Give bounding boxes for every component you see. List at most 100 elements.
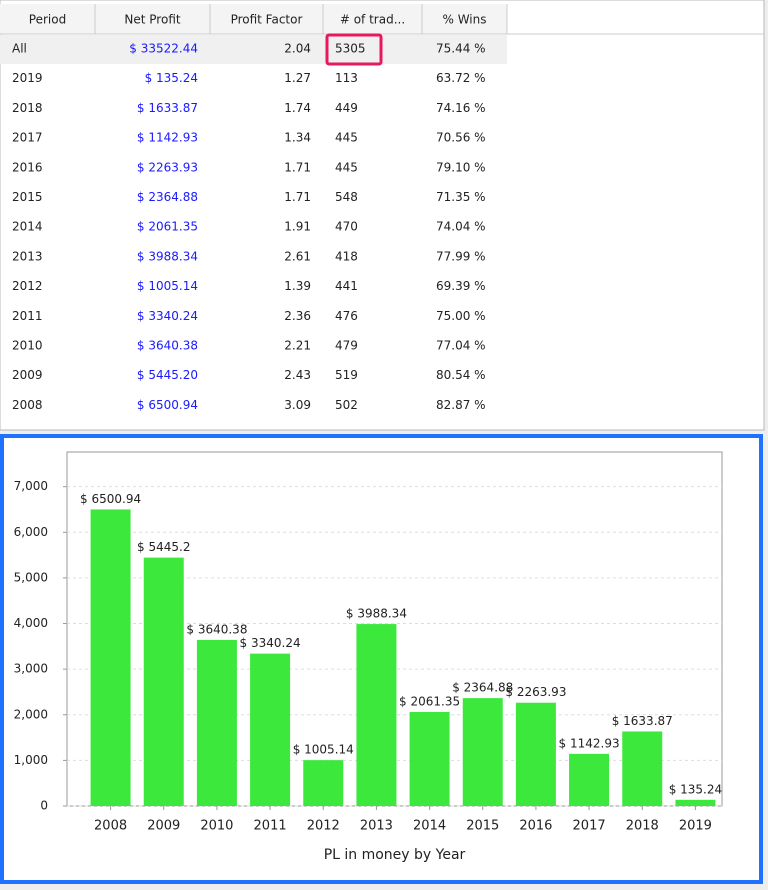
table-cell: 75.44 % [436, 42, 486, 56]
table-cell: 445 [335, 160, 358, 174]
table-cell: 77.99 % [436, 249, 486, 263]
table-cell: 2008 [12, 398, 43, 412]
x-axis-label: PL in money by Year [324, 847, 466, 863]
table-cell: 80.54 % [436, 368, 486, 382]
x-tick-label: 2013 [360, 819, 393, 834]
table-cell: 82.87 % [436, 398, 486, 412]
y-tick-label: 2,000 [14, 707, 48, 721]
table-cell: 418 [335, 249, 358, 263]
table-cell: 1.71 [284, 190, 311, 204]
table-panel [0, 0, 765, 431]
table-cell: 1.34 [284, 131, 311, 145]
table-cell: 2019 [12, 71, 43, 85]
y-tick-label: 7,000 [14, 479, 48, 493]
table-cell: 2014 [12, 220, 43, 234]
bar [462, 698, 503, 806]
bar [356, 624, 397, 806]
column-header: # of trad... [340, 13, 405, 27]
x-tick-label: 2008 [94, 819, 127, 834]
table-cell: $ 2061.35 [137, 220, 198, 234]
table-cell: 3.09 [284, 398, 311, 412]
table-cell: $ 2364.88 [137, 190, 198, 204]
y-tick-label: 5,000 [14, 570, 48, 584]
x-tick-label: 2016 [519, 819, 552, 834]
bar [303, 760, 344, 806]
value-label: $ 5445.2 [137, 540, 190, 554]
table-cell: 479 [335, 339, 358, 353]
table-cell: 2018 [12, 101, 43, 115]
table-cell: 502 [335, 398, 358, 412]
value-label: $ 2364.88 [452, 681, 513, 695]
table-cell: 2013 [12, 249, 43, 263]
table-cell: 476 [335, 309, 358, 323]
table-cell: 1.74 [284, 101, 311, 115]
bar [250, 653, 291, 806]
value-label: $ 6500.94 [80, 492, 141, 506]
table-cell: 75.00 % [436, 309, 486, 323]
table-cell: 69.39 % [436, 279, 486, 293]
x-tick-label: 2011 [254, 819, 287, 834]
chart: 0 1,000 2,000 3,000 4,000 5,000 6,000 7,000 $ 65… [14, 479, 722, 863]
table-cell: All [12, 42, 27, 56]
table-cell: 470 [335, 220, 358, 234]
column-header: Period [29, 13, 66, 27]
table-cell: 2.04 [284, 42, 311, 56]
table-cell: $ 3640.38 [137, 339, 198, 353]
x-tick-label: 2014 [413, 819, 446, 834]
table-cell: 74.16 % [436, 101, 486, 115]
value-label: $ 1005.14 [293, 743, 354, 757]
table-cell: 2.43 [284, 368, 311, 382]
bar [196, 639, 237, 806]
value-label: $ 3340.24 [240, 636, 301, 650]
table-cell: 2011 [12, 309, 43, 323]
x-tick-label: 2015 [466, 819, 499, 834]
table-cell: 441 [335, 279, 358, 293]
table-cell: $ 33522.44 [129, 42, 198, 56]
value-label: $ 1142.93 [559, 736, 620, 750]
table-cell: 74.04 % [436, 220, 486, 234]
table-cell: 2015 [12, 190, 43, 204]
table-cell: 2.21 [284, 339, 311, 353]
table-cell: 2017 [12, 131, 43, 145]
value-label: $ 3988.34 [346, 607, 407, 621]
table-cell: $ 3988.34 [137, 249, 198, 263]
bar [515, 702, 556, 806]
table-cell: 79.10 % [436, 160, 486, 174]
table: Period Net Profit Profit Factor # of trad..… [0, 4, 764, 412]
y-tick-label: 1,000 [14, 753, 48, 767]
value-label: $ 3640.38 [186, 622, 247, 636]
table-cell: $ 5445.20 [137, 368, 198, 382]
table-cell: $ 135.24 [145, 71, 198, 85]
table-cell: 5305 [335, 42, 366, 56]
value-label: $ 1633.87 [612, 714, 673, 728]
table-cell: 1.91 [284, 220, 311, 234]
value-label: $ 135.24 [669, 782, 722, 796]
x-tick-label: 2010 [200, 819, 233, 834]
table-cell: $ 1005.14 [137, 279, 198, 293]
bar [143, 557, 184, 806]
table-cell: 71.35 % [436, 190, 486, 204]
table-cell: 77.04 % [436, 339, 486, 353]
y-tick-label: 4,000 [14, 616, 48, 630]
table-cell: 2.36 [284, 309, 311, 323]
table-cell: 70.56 % [436, 131, 486, 145]
bar [409, 711, 450, 806]
table-cell: 2.61 [284, 249, 311, 263]
row-bg [0, 35, 507, 64]
table-cell: 63.72 % [436, 71, 486, 85]
column-header: Profit Factor [231, 13, 303, 27]
x-tick-label: 2018 [626, 819, 659, 834]
table-cell: 445 [335, 131, 358, 145]
table-cell: 2012 [12, 279, 43, 293]
y-tick-label: 0 [40, 799, 48, 813]
bar [90, 509, 131, 806]
table-cell: $ 1633.87 [137, 101, 198, 115]
table-cell: 113 [335, 71, 358, 85]
table-cell: 1.71 [284, 160, 311, 174]
column-header: Net Profit [124, 13, 180, 27]
x-tick-label: 2017 [573, 819, 606, 834]
table-cell: 1.39 [284, 279, 311, 293]
x-tick-label: 2019 [679, 819, 712, 834]
table-cell: 2010 [12, 339, 43, 353]
